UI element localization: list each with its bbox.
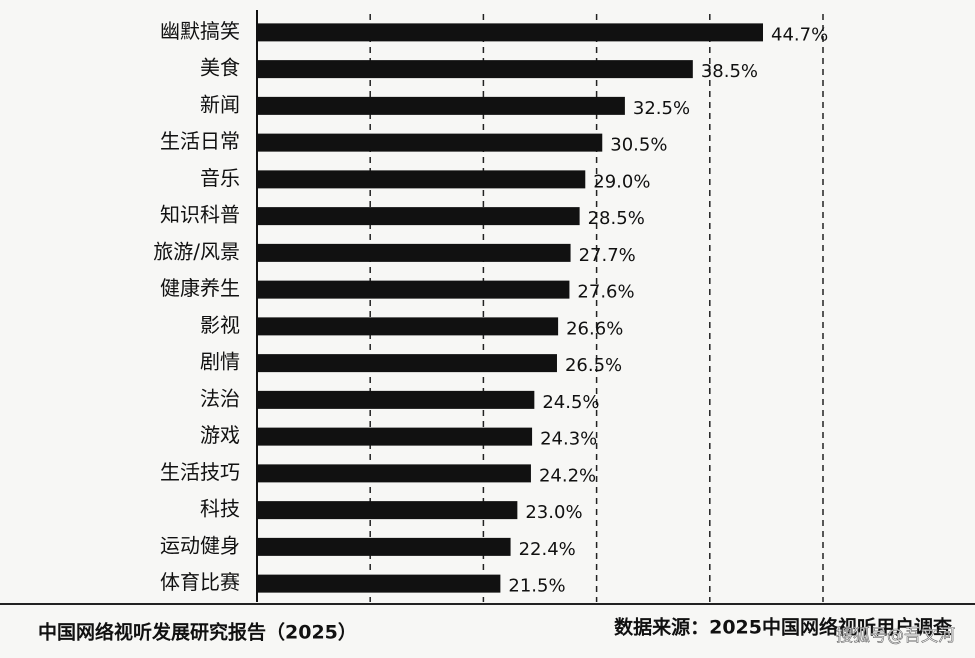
bar xyxy=(257,574,501,593)
category-label: 美食 xyxy=(200,56,240,80)
category-label: 游戏 xyxy=(200,423,240,447)
category-label: 新闻 xyxy=(200,92,240,116)
value-label: 27.6% xyxy=(577,282,634,303)
bar xyxy=(257,354,557,373)
category-label: 生活技巧 xyxy=(160,460,240,484)
bar xyxy=(257,427,533,446)
bar xyxy=(257,501,518,520)
value-label: 26.6% xyxy=(566,318,623,339)
category-label: 影视 xyxy=(200,313,240,337)
value-label: 22.4% xyxy=(519,539,576,560)
watermark: 搜狐号@吾文河 xyxy=(836,626,955,646)
value-label: 30.5% xyxy=(610,135,667,156)
value-label: 27.7% xyxy=(579,245,636,266)
category-label: 体育比赛 xyxy=(160,570,240,594)
bar xyxy=(257,390,535,409)
bar xyxy=(257,317,559,336)
bar xyxy=(257,170,586,189)
category-label: 幽默搞笑 xyxy=(160,19,240,43)
category-label: 运动健身 xyxy=(160,533,240,557)
value-label: 24.3% xyxy=(540,429,597,450)
value-label: 26.5% xyxy=(565,355,622,376)
footer-left: 中国网络视听发展研究报告（2025） xyxy=(38,621,357,644)
value-label: 29.0% xyxy=(593,171,650,192)
category-label: 音乐 xyxy=(200,166,240,190)
value-label: 28.5% xyxy=(588,208,645,229)
category-label: 知识科普 xyxy=(160,203,240,227)
bar xyxy=(257,23,764,42)
value-label: 44.7% xyxy=(771,24,828,45)
value-label: 32.5% xyxy=(633,98,690,119)
category-label: 法治 xyxy=(200,386,240,410)
category-label: 剧情 xyxy=(200,350,240,374)
value-label: 24.5% xyxy=(542,392,599,413)
category-label: 生活日常 xyxy=(160,129,240,153)
value-label: 21.5% xyxy=(508,576,565,597)
value-label: 24.2% xyxy=(539,465,596,486)
bar xyxy=(257,133,603,152)
value-label: 23.0% xyxy=(525,502,582,523)
footer-right: 数据来源：2025中国网络视听用户调查 xyxy=(614,616,953,639)
category-label: 旅游/风景 xyxy=(153,239,240,263)
bar xyxy=(257,243,571,262)
value-label: 38.5% xyxy=(701,61,758,82)
category-label: 健康养生 xyxy=(160,276,240,300)
bar xyxy=(257,207,580,226)
bar xyxy=(257,280,570,299)
bar xyxy=(257,60,693,79)
category-label: 科技 xyxy=(200,497,240,521)
bar xyxy=(257,96,625,115)
bar xyxy=(257,464,531,483)
bar xyxy=(257,537,511,556)
